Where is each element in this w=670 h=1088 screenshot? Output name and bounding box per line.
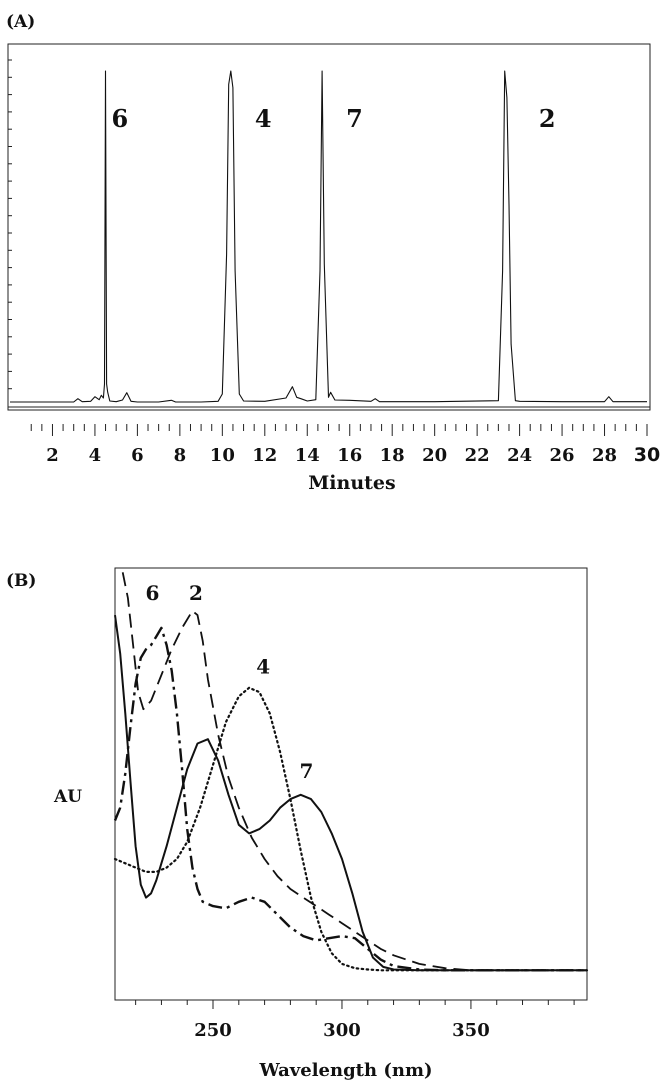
x-tick-label: 250 [194, 1020, 232, 1041]
x-tick-label: 8 [174, 445, 187, 466]
panel-a-x-axis-title: Minutes [308, 472, 395, 494]
panel-a-y-ticks [8, 59, 12, 390]
curve-label: 4 [256, 654, 270, 678]
x-tick-label: 20 [422, 445, 447, 466]
x-tick-label: 300 [323, 1020, 361, 1041]
x-tick-label: 24 [507, 445, 532, 466]
spectrum-2 [121, 572, 587, 972]
x-tick-label: 30 [634, 444, 660, 466]
panel-b-y-axis-title: AU [53, 787, 82, 807]
chromatogram-trace [10, 70, 647, 403]
panel-b-x-axis-title: Wavelength (nm) [258, 1060, 432, 1081]
panel-b-curve-labels: 2 6 4 7 [146, 581, 314, 783]
panel-b-x-axis: 250 300 350 [135, 1000, 575, 1041]
x-tick-label: 350 [452, 1020, 490, 1041]
spectrum-4 [113, 686, 589, 972]
x-tick-label: 18 [380, 445, 405, 466]
x-tick-label: 12 [252, 445, 277, 466]
panel-b-frame [114, 567, 588, 1001]
panel-b-spectra [113, 572, 589, 972]
x-tick-label: 14 [295, 445, 320, 466]
panel-a-label: (A) [6, 12, 35, 32]
peak-label: 7 [346, 104, 363, 133]
x-tick-label: 22 [465, 445, 490, 466]
panel-a-peak-labels: 6 4 7 2 [112, 104, 556, 133]
curve-label: 7 [300, 759, 314, 783]
spectrum-7 [114, 614, 587, 972]
peak-label: 4 [255, 104, 272, 133]
spectrum-6 [113, 626, 587, 972]
x-tick-label: 16 [337, 445, 362, 466]
x-tick-label: 10 [210, 445, 235, 466]
panel-a-traces [10, 70, 647, 403]
curve-label: 6 [146, 581, 160, 605]
uv-spectra-panel: (B) AU 250 300 350 2 6 4 7 Wavelength (nm) [6, 567, 589, 1081]
x-tick-label: 28 [592, 445, 617, 466]
x-tick-label: 2 [46, 445, 59, 466]
curve-label: 2 [189, 581, 203, 605]
panel-a-x-axis: 2 4 6 8 10 12 14 16 18 20 22 24 26 28 30 [30, 424, 660, 466]
x-tick-label: 6 [131, 445, 144, 466]
x-tick-label: 26 [550, 445, 575, 466]
peak-label: 2 [539, 104, 556, 133]
x-tick-label: 4 [89, 445, 102, 466]
panel-a-frame [7, 43, 651, 411]
peak-label: 6 [112, 104, 129, 133]
panel-b-label: (B) [6, 571, 36, 591]
